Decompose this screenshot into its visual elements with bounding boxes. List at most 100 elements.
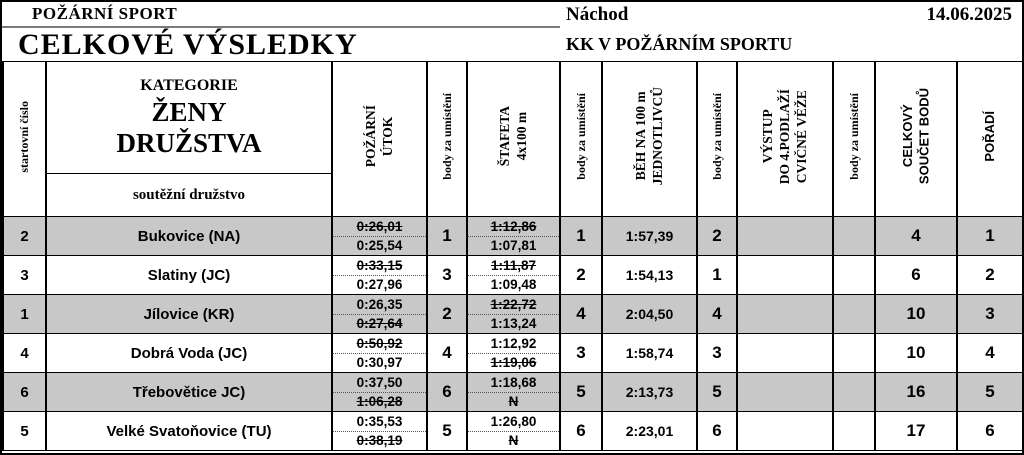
relay-times-cell: 1:26,80 N [466,411,561,451]
run100-label: BĚH NA 100 m JEDNOTLIVCŮ [632,87,665,186]
main-title: CELKOVÉ VÝSLEDKY [18,27,358,61]
total-points-cell: 4 [874,216,958,256]
tower-climb-points-cell [832,372,876,412]
tower-climb-points-cell [832,411,876,451]
relay-attempt-1: 1:18,68 [469,374,558,393]
relay-attempt-1: 1:12,92 [469,335,558,354]
col-relay-header: ŠTAFETA 4x100 m [466,61,561,217]
competition-title: KK V POŽÁRNÍM SPORTU [566,34,793,54]
rank-cell: 2 [956,255,1022,295]
col-tower-climb-header: VÝSTUP DO 4.PODLAŽÍ CVIČNÉ VĚŽE [736,61,834,217]
category-type: DRUŽSTVA [116,127,262,158]
location-label: Náchod [566,4,629,25]
relay-attempt-1: 1:26,80 [469,413,558,432]
sport-title: POŽÁRNÍ SPORT [2,2,560,28]
fire-attack-attempt-2: 0:25,54 [356,237,403,253]
relay-attempt-1: 1:11,87 [469,257,558,276]
table-row: 5 Velké Svatoňovice (TU) 0:35,53 0:38,19… [2,411,1022,451]
tower-climb-time-cell [736,216,834,256]
relay-attempt-2: 1:13,24 [490,315,537,331]
tower-climb-time-cell [736,294,834,334]
top-header: POŽÁRNÍ SPORT Náchod 14.06.2025 [2,2,1022,28]
col-fire-attack-header: POŽÁRNÍ ÚTOK [331,61,428,217]
fire-attack-attempt-1: 0:26,01 [334,218,425,237]
relay-times-cell: 1:12,86 1:07,81 [466,216,561,256]
table-row: 3 Slatiny (JC) 0:33,15 0:27,96 3 1:11,87… [2,255,1022,295]
relay-points-cell: 2 [559,255,603,295]
fire-attack-points-cell: 1 [426,216,468,256]
start-number-cell: 3 [2,255,47,295]
run100-points-cell: 2 [696,216,738,256]
total-points-cell: 10 [874,333,958,373]
rank-cell: 1 [956,216,1022,256]
run100-points-cell: 6 [696,411,738,451]
relay-points-cell: 3 [559,333,603,373]
results-table: startovní číslo KATEGORIE ŽENY DRUŽSTVA … [2,61,1022,451]
table-row: 2 Bukovice (NA) 0:26,01 0:25,54 1 1:12,8… [2,216,1022,256]
event-date: 14.06.2025 [926,4,1013,25]
tower-climb-points-cell [832,333,876,373]
total-points-cell: 10 [874,294,958,334]
fire-attack-label: POŽÁRNÍ ÚTOK [362,105,395,168]
run100-time-cell: 2:23,01 [601,411,698,451]
fire-attack-attempt-2: 0:27,64 [356,315,403,331]
total-points-cell: 16 [874,372,958,412]
fire-attack-times-cell: 0:33,15 0:27,96 [331,255,428,295]
fire-attack-attempt-2: 0:30,97 [356,354,403,370]
relay-attempt-2: 1:09,48 [490,276,537,292]
sub-header: CELKOVÉ VÝSLEDKY KK V POŽÁRNÍM SPORTU [2,28,1022,61]
relay-attempt-1: 1:12,86 [469,218,558,237]
col-points-header-4: body za umístění [832,61,876,217]
tower-climb-label: VÝSTUP DO 4.PODLAŽÍ CVIČNÉ VĚŽE [759,88,809,185]
start-number-cell: 1 [2,294,47,334]
table-row: 1 Jílovice (KR) 0:26,35 0:27,64 2 1:22,7… [2,294,1022,334]
col-category-header: KATEGORIE ŽENY DRUŽSTVA [45,61,333,174]
rank-cell: 3 [956,294,1022,334]
table-row: 6 Třebovětice JC) 0:37,50 1:06,28 6 1:18… [2,372,1022,412]
tower-climb-points-cell [832,294,876,334]
col-total-points-header: CELKOVÝ SOUČET BODŮ [874,61,958,217]
col-100m-run-header: BĚH NA 100 m JEDNOTLIVCŮ [601,61,698,217]
fire-attack-points-cell: 5 [426,411,468,451]
run100-points-cell: 1 [696,255,738,295]
relay-attempt-2: N [508,393,519,409]
category-gender: ŽENY [151,96,227,127]
col-points-header-2: body za umístění [559,61,603,217]
fire-attack-points-cell: 3 [426,255,468,295]
fire-attack-times-cell: 0:50,92 0:30,97 [331,333,428,373]
team-name-cell: Dobrá Voda (JC) [45,333,333,373]
start-number-cell: 4 [2,333,47,373]
relay-points-cell: 4 [559,294,603,334]
rank-cell: 5 [956,372,1022,412]
relay-attempt-2: 1:19,06 [490,354,537,370]
fire-attack-points-cell: 2 [426,294,468,334]
run100-time-cell: 1:57,39 [601,216,698,256]
run100-points-cell: 4 [696,294,738,334]
fire-attack-times-cell: 0:37,50 1:06,28 [331,372,428,412]
col-team-header: soutěžní družstvo [45,173,333,217]
col-rank-header: POŘADÍ [956,61,1022,217]
fire-attack-points-cell: 6 [426,372,468,412]
relay-points-cell: 5 [559,372,603,412]
fire-attack-times-cell: 0:26,35 0:27,64 [331,294,428,334]
fire-attack-points-cell: 4 [426,333,468,373]
start-number-cell: 6 [2,372,47,412]
points-label-2: body za umístění [573,93,588,180]
fire-attack-attempt-1: 0:33,15 [334,257,425,276]
fire-attack-attempt-1: 0:37,50 [334,374,425,393]
team-name-cell: Velké Svatoňovice (TU) [45,411,333,451]
relay-times-cell: 1:22,72 1:13,24 [466,294,561,334]
relay-label: ŠTAFETA 4x100 m [496,106,529,167]
start-number-cell: 5 [2,411,47,451]
relay-times-cell: 1:18,68 N [466,372,561,412]
points-label-4: body za umístění [846,93,861,180]
relay-points-cell: 1 [559,216,603,256]
start-number-label: startovní číslo [17,100,31,173]
rank-cell: 6 [956,411,1022,451]
start-number-cell: 2 [2,216,47,256]
fire-attack-attempt-2: 1:06,28 [356,393,403,409]
tower-climb-time-cell [736,333,834,373]
total-points-label: CELKOVÝ SOUČET BODŮ [899,88,931,185]
fire-attack-times-cell: 0:35,53 0:38,19 [331,411,428,451]
